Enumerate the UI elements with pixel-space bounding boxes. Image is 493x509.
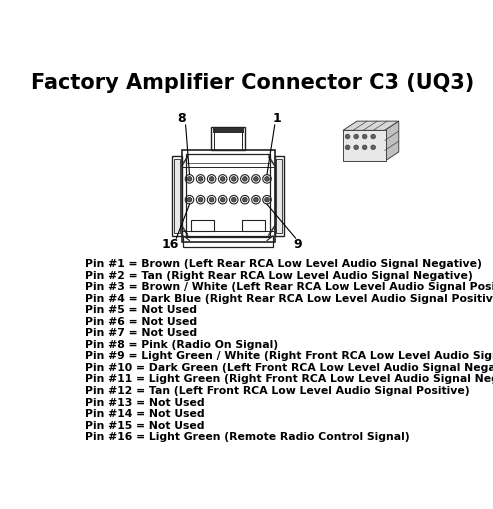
Text: Pin #8 = Pink (Radio On Signal): Pin #8 = Pink (Radio On Signal) bbox=[85, 340, 278, 350]
Text: 9: 9 bbox=[294, 238, 302, 251]
Bar bbox=[186, 154, 270, 237]
Ellipse shape bbox=[253, 177, 258, 181]
Text: Pin #1 = Brown (Left Rear RCA Low Level Audio Signal Negative): Pin #1 = Brown (Left Rear RCA Low Level … bbox=[85, 259, 482, 269]
Bar bbox=[191, 220, 214, 231]
Text: Pin #2 = Tan (Right Rear RCA Low Level Audio Signal Negative): Pin #2 = Tan (Right Rear RCA Low Level A… bbox=[85, 270, 473, 280]
Text: Pin #9 = Light Green / White (Right Front RCA Low Level Audio Signal Positive): Pin #9 = Light Green / White (Right Fron… bbox=[85, 351, 493, 361]
Polygon shape bbox=[385, 121, 399, 161]
Text: 16: 16 bbox=[161, 238, 179, 251]
Text: Pin #16 = Light Green (Remote Radio Control Signal): Pin #16 = Light Green (Remote Radio Cont… bbox=[85, 432, 410, 442]
Bar bbox=[182, 150, 275, 242]
Ellipse shape bbox=[187, 177, 192, 181]
Polygon shape bbox=[343, 121, 399, 130]
Ellipse shape bbox=[187, 197, 192, 202]
Text: Pin #7 = Not Used: Pin #7 = Not Used bbox=[85, 328, 197, 338]
Ellipse shape bbox=[231, 197, 236, 202]
Ellipse shape bbox=[354, 145, 358, 150]
Text: Pin #12 = Tan (Left Front RCA Low Level Audio Signal Positive): Pin #12 = Tan (Left Front RCA Low Level … bbox=[85, 386, 469, 396]
Text: Pin #6 = Not Used: Pin #6 = Not Used bbox=[85, 317, 197, 327]
Text: Pin #13 = Not Used: Pin #13 = Not Used bbox=[85, 398, 205, 408]
Ellipse shape bbox=[231, 177, 236, 181]
Bar bbox=[276, 159, 282, 233]
Text: Factory Amplifier Connector C3 (UQ3): Factory Amplifier Connector C3 (UQ3) bbox=[31, 73, 474, 93]
Ellipse shape bbox=[371, 134, 376, 139]
Ellipse shape bbox=[198, 197, 203, 202]
Ellipse shape bbox=[243, 177, 247, 181]
Bar bbox=[213, 128, 244, 133]
Ellipse shape bbox=[265, 177, 269, 181]
Ellipse shape bbox=[220, 177, 225, 181]
Bar bbox=[242, 220, 265, 231]
Bar bbox=[275, 156, 284, 236]
Text: Pin #4 = Dark Blue (Right Rear RCA Low Level Audio Signal Positive): Pin #4 = Dark Blue (Right Rear RCA Low L… bbox=[85, 294, 493, 304]
Ellipse shape bbox=[220, 197, 225, 202]
Bar bbox=[183, 236, 273, 247]
Ellipse shape bbox=[362, 134, 367, 139]
Text: Pin #14 = Not Used: Pin #14 = Not Used bbox=[85, 409, 205, 419]
Ellipse shape bbox=[345, 134, 350, 139]
Bar bbox=[174, 159, 180, 233]
Ellipse shape bbox=[253, 197, 258, 202]
Text: Pin #10 = Dark Green (Left Front RCA Low Level Audio Signal Negative): Pin #10 = Dark Green (Left Front RCA Low… bbox=[85, 363, 493, 373]
Bar bbox=[211, 127, 246, 150]
Ellipse shape bbox=[354, 134, 358, 139]
Text: 1: 1 bbox=[273, 112, 282, 125]
Ellipse shape bbox=[345, 145, 350, 150]
Text: Pin #11 = Light Green (Right Front RCA Low Level Audio Signal Negative): Pin #11 = Light Green (Right Front RCA L… bbox=[85, 375, 493, 384]
Ellipse shape bbox=[243, 197, 247, 202]
Ellipse shape bbox=[371, 145, 376, 150]
Text: 8: 8 bbox=[177, 112, 186, 125]
Ellipse shape bbox=[265, 197, 269, 202]
Ellipse shape bbox=[198, 177, 203, 181]
Text: Pin #5 = Not Used: Pin #5 = Not Used bbox=[85, 305, 197, 315]
Bar bbox=[343, 130, 386, 161]
Bar bbox=[173, 156, 182, 236]
Text: Pin #15 = Not Used: Pin #15 = Not Used bbox=[85, 420, 205, 431]
Ellipse shape bbox=[210, 197, 214, 202]
Text: Pin #3 = Brown / White (Left Rear RCA Low Level Audio Signal Positive): Pin #3 = Brown / White (Left Rear RCA Lo… bbox=[85, 282, 493, 292]
Bar bbox=[214, 130, 242, 150]
Ellipse shape bbox=[362, 145, 367, 150]
Ellipse shape bbox=[210, 177, 214, 181]
